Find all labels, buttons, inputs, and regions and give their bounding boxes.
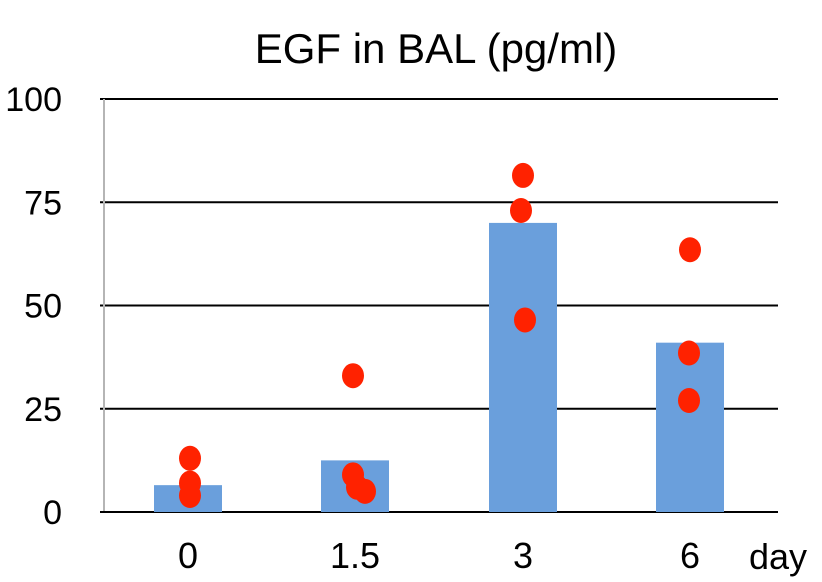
x-tick-labels: 0 1.5 3 6: [178, 535, 700, 576]
data-point-day-3-3: [514, 307, 536, 333]
bar-day-3: [489, 222, 557, 512]
x-axis-label: day: [749, 536, 807, 577]
y-tick-label-50: 50: [24, 288, 62, 326]
data-point-day-6-3: [678, 387, 700, 413]
data-point-day-3-1: [512, 162, 534, 188]
x-tick-label-6: 6: [680, 535, 700, 576]
data-point-day-0-3: [179, 482, 201, 508]
y-tick-labels: 0 25 50 75 100: [5, 81, 62, 532]
x-tick-label-1.5: 1.5: [330, 535, 380, 576]
y-tick-label-0: 0: [43, 494, 62, 532]
bar-day-6: [656, 342, 724, 512]
data-points: [179, 162, 701, 508]
x-tick-label-3: 3: [513, 535, 533, 576]
y-tick-label-100: 100: [5, 81, 62, 119]
y-tick-label-25: 25: [24, 391, 62, 429]
data-point-day-0-1: [179, 445, 201, 471]
y-tick-label-75: 75: [24, 184, 62, 222]
data-point-day-1.5-1: [342, 363, 364, 389]
data-point-day-6-1: [679, 237, 701, 263]
data-point-day-1.5-4: [354, 478, 376, 504]
x-tick-label-0: 0: [178, 535, 198, 576]
chart-title: EGF in BAL (pg/ml): [255, 25, 618, 72]
bars: [154, 222, 724, 512]
data-point-day-6-2: [678, 340, 700, 366]
data-point-day-3-2: [510, 198, 532, 224]
